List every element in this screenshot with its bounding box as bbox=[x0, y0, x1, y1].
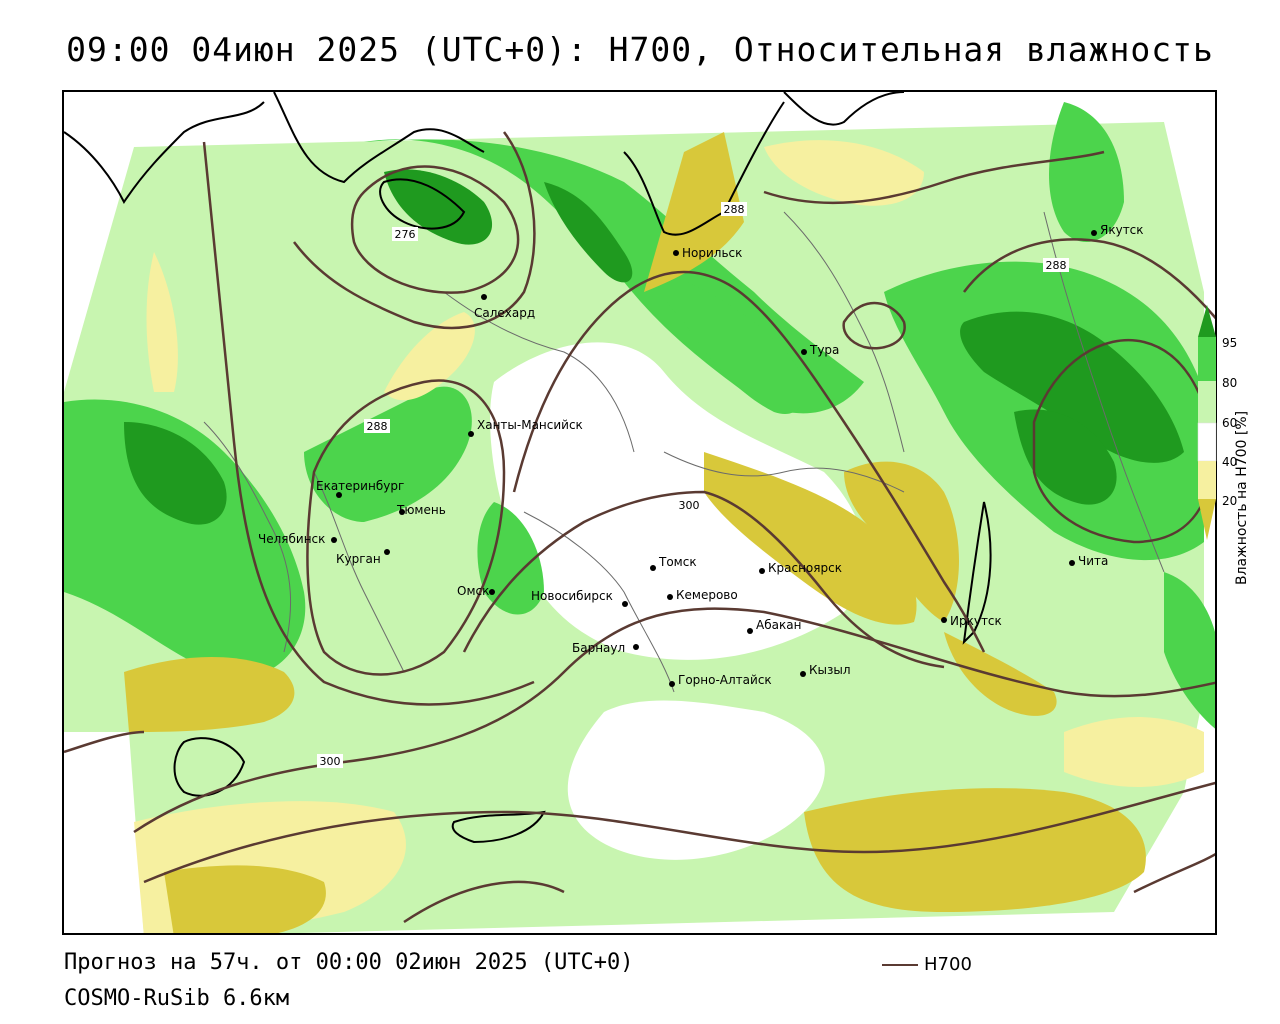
contour-label: 300 bbox=[317, 754, 343, 768]
svg-text:Новосибирск: Новосибирск bbox=[531, 589, 613, 603]
city: Кемерово bbox=[667, 588, 738, 602]
svg-text:Кызыл: Кызыл bbox=[809, 663, 851, 677]
city: Абакан bbox=[747, 618, 801, 634]
city: Иркутск bbox=[941, 614, 1002, 628]
svg-text:Тура: Тура bbox=[809, 343, 839, 357]
city: Тура bbox=[801, 343, 839, 357]
svg-text:288: 288 bbox=[724, 203, 745, 216]
svg-text:288: 288 bbox=[367, 420, 388, 433]
city: Ханты-Мансийск bbox=[468, 418, 583, 437]
legend-tick: 95 bbox=[1222, 336, 1238, 350]
contour-label: 276 bbox=[392, 227, 418, 241]
svg-text:Челябинск: Челябинск bbox=[258, 532, 325, 546]
contour-label-group: 276 288 288 288 300 300 bbox=[317, 202, 1069, 768]
humidity-legend-bar bbox=[1197, 305, 1217, 540]
svg-text:Салехард: Салехард bbox=[474, 306, 535, 320]
svg-text:Горно-Алтайск: Горно-Алтайск bbox=[678, 673, 772, 687]
city: Омск bbox=[457, 584, 495, 598]
city: Якутск bbox=[1091, 223, 1144, 237]
svg-text:Якутск: Якутск bbox=[1100, 223, 1144, 237]
city: Кызыл bbox=[800, 663, 851, 677]
contour-key: H700 bbox=[882, 954, 972, 975]
city: Салехард bbox=[474, 294, 535, 320]
svg-text:Чита: Чита bbox=[1078, 554, 1108, 568]
humidity-field bbox=[64, 102, 1215, 933]
svg-text:300: 300 bbox=[320, 755, 341, 768]
forecast-info: Прогноз на 57ч. от 00:00 02июн 2025 (UTC… bbox=[64, 950, 634, 975]
svg-text:Тюмень: Тюмень bbox=[396, 503, 446, 517]
svg-text:Барнаул: Барнаул bbox=[572, 641, 625, 655]
city: Тюмень bbox=[396, 503, 446, 517]
svg-text:Екатеринбург: Екатеринбург bbox=[316, 479, 404, 493]
legend-title: Влажность на H700 [%] bbox=[1234, 410, 1250, 585]
city: Курган bbox=[336, 549, 390, 566]
svg-text:Красноярск: Красноярск bbox=[768, 561, 842, 575]
svg-text:276: 276 bbox=[395, 228, 416, 241]
svg-text:Томск: Томск bbox=[658, 555, 697, 569]
region-borders bbox=[203, 211, 1165, 693]
legend-tick: 40 bbox=[1222, 455, 1238, 469]
svg-text:Кемерово: Кемерово bbox=[676, 588, 738, 602]
svg-text:Иркутск: Иркутск bbox=[950, 614, 1002, 628]
svg-text:Омск: Омск bbox=[457, 584, 489, 598]
legend-tick: 20 bbox=[1222, 494, 1238, 508]
city: Томск bbox=[650, 555, 697, 571]
svg-text:Абакан: Абакан bbox=[756, 618, 801, 632]
contour-key-label: H700 bbox=[924, 954, 972, 975]
city: Новосибирск bbox=[531, 589, 628, 607]
contour-line-swatch bbox=[882, 963, 918, 966]
humidity-map: 276 288 288 288 300 300 Салехард Норильс… bbox=[64, 92, 1215, 933]
city: Барнаул bbox=[572, 641, 639, 655]
city-markers: Салехард Норильск Якутск Тура Ханты-Манс… bbox=[258, 223, 1144, 687]
legend-tick: 80 bbox=[1222, 376, 1238, 390]
svg-text:300: 300 bbox=[679, 499, 700, 512]
svg-text:Курган: Курган bbox=[336, 552, 381, 566]
city: Чита bbox=[1069, 554, 1108, 568]
svg-text:Ханты-Мансийск: Ханты-Мансийск bbox=[477, 418, 583, 432]
model-name: COSMO-RuSib 6.6км bbox=[64, 986, 290, 1011]
contour-label: 288 bbox=[721, 202, 747, 216]
city: Челябинск bbox=[258, 532, 337, 546]
city: Красноярск bbox=[759, 561, 842, 575]
svg-text:Норильск: Норильск bbox=[682, 246, 742, 260]
h700-contours bbox=[64, 131, 1215, 924]
city: Норильск bbox=[673, 246, 742, 260]
contour-label: 288 bbox=[1043, 258, 1069, 272]
map-title: 09:00 04июн 2025 (UTC+0): H700, Относите… bbox=[66, 30, 1214, 69]
contour-label: 300 bbox=[676, 498, 702, 512]
map-frame: 276 288 288 288 300 300 Салехард Норильс… bbox=[62, 90, 1217, 935]
city: Горно-Алтайск bbox=[669, 673, 772, 687]
city: Екатеринбург bbox=[316, 479, 404, 498]
legend-tick: 60 bbox=[1222, 416, 1238, 430]
svg-text:288: 288 bbox=[1046, 259, 1067, 272]
contour-label: 288 bbox=[364, 419, 390, 433]
